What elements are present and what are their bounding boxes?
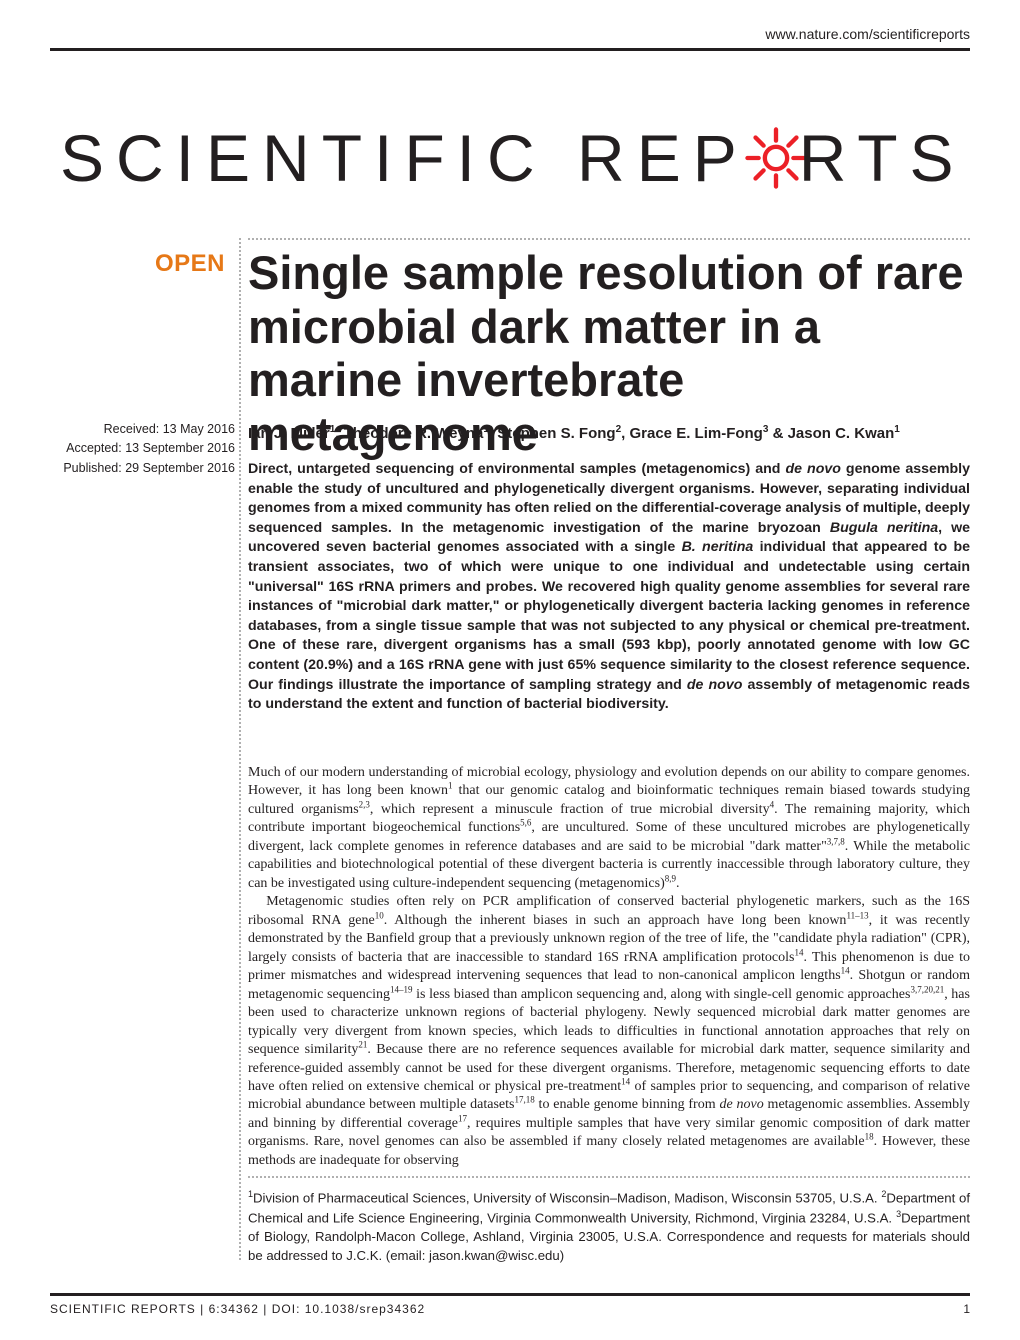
- dotted-rule-top: [248, 238, 970, 240]
- gear-icon: [745, 127, 807, 189]
- body-para-2: Metagenomic studies often rely on PCR am…: [248, 893, 970, 1170]
- journal-name-right-1: REP: [577, 120, 749, 196]
- journal-logo: SCIENTIFIC REP RTS: [60, 120, 966, 196]
- open-access-badge: OPEN: [155, 250, 225, 278]
- meta-accepted: Accepted: 13 September 2016: [50, 439, 235, 458]
- page-footer: SCIENTIFIC REPORTS | 6:34362 | DOI: 10.1…: [50, 1293, 970, 1316]
- abstract: Direct, untargeted sequencing of environ…: [248, 460, 970, 715]
- header-site-url[interactable]: www.nature.com/scientificreports: [765, 26, 970, 42]
- article-meta: Received: 13 May 2016 Accepted: 13 Septe…: [50, 420, 235, 478]
- footer-citation: SCIENTIFIC REPORTS | 6:34362 | DOI: 10.1…: [50, 1302, 425, 1316]
- vertical-dotted-rule: [239, 238, 241, 1260]
- meta-received: Received: 13 May 2016: [50, 420, 235, 439]
- journal-name-right-2: RTS: [799, 120, 966, 196]
- body-para-1: Much of our modern understanding of micr…: [248, 764, 970, 893]
- footer-page-number: 1: [963, 1302, 970, 1316]
- body-text: Much of our modern understanding of micr…: [248, 764, 970, 1170]
- meta-published: Published: 29 September 2016: [50, 459, 235, 478]
- author-list: Ian J. Miller1, Theodore R. Weyna1, Step…: [248, 424, 970, 442]
- affiliations: 1Division of Pharmaceutical Sciences, Un…: [248, 1176, 970, 1266]
- journal-name-left: SCIENTIFIC: [60, 120, 547, 196]
- header-rule: [50, 48, 970, 51]
